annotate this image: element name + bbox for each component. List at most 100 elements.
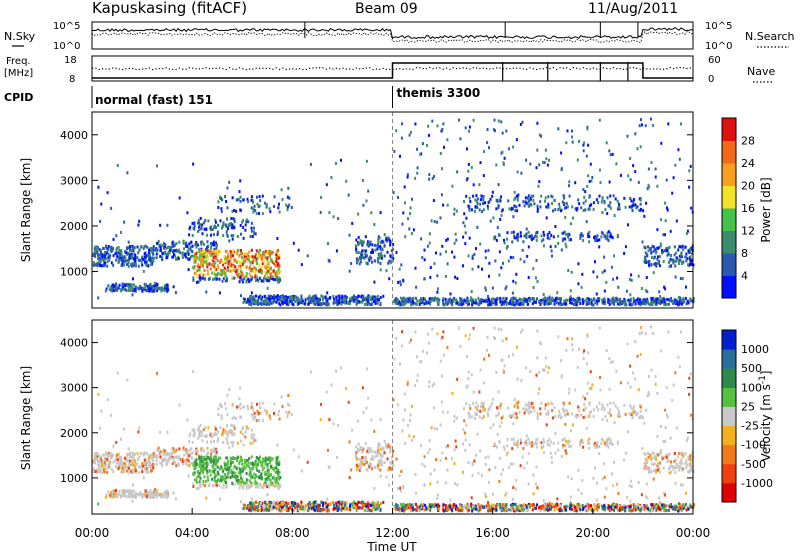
power-cell bbox=[259, 301, 261, 305]
power-cell bbox=[410, 303, 413, 307]
power-cell bbox=[505, 303, 508, 307]
velocity-cell bbox=[129, 495, 132, 499]
velocity-cell bbox=[333, 503, 336, 507]
power-cell bbox=[156, 241, 159, 245]
power-cell bbox=[563, 302, 565, 306]
velocity-cell bbox=[310, 507, 313, 511]
power-cell bbox=[487, 303, 490, 307]
power-cell bbox=[148, 284, 151, 288]
power-cell bbox=[245, 220, 248, 223]
power-cell bbox=[199, 223, 202, 227]
power-cell bbox=[604, 235, 607, 238]
nave-point bbox=[302, 68, 304, 71]
power-colorbar-cell-5 bbox=[722, 163, 736, 186]
power-cell bbox=[596, 239, 599, 243]
velocity-cell bbox=[230, 441, 233, 444]
power-cell bbox=[525, 158, 528, 162]
power-cell bbox=[309, 297, 312, 301]
nave-point bbox=[576, 67, 578, 69]
power-colorbar-cell-4 bbox=[722, 185, 736, 209]
power-cell bbox=[382, 240, 385, 244]
power-cell bbox=[355, 247, 358, 251]
power-cell bbox=[257, 298, 260, 302]
power-cell bbox=[161, 286, 163, 290]
power-cell bbox=[229, 255, 232, 259]
power-cell bbox=[236, 272, 239, 276]
velocity-cell bbox=[269, 474, 272, 477]
power-cell bbox=[537, 184, 540, 188]
power-cell bbox=[193, 227, 196, 231]
power-cell bbox=[587, 232, 590, 236]
power-cell bbox=[399, 280, 402, 284]
power-cell bbox=[602, 299, 605, 303]
velocity-cell bbox=[365, 504, 367, 508]
power-cell bbox=[610, 265, 613, 269]
power-cell bbox=[497, 206, 500, 210]
power-cell bbox=[420, 297, 422, 301]
power-cell bbox=[636, 147, 639, 151]
power-cell bbox=[570, 270, 573, 274]
velocity-cell bbox=[222, 477, 225, 481]
nave-point bbox=[382, 67, 384, 70]
power-cell bbox=[581, 272, 584, 276]
power-cell bbox=[499, 197, 502, 201]
velocity-cell bbox=[155, 459, 158, 463]
power-cell bbox=[248, 280, 251, 284]
velocity-cell bbox=[106, 466, 109, 470]
velocity-cell bbox=[101, 462, 104, 466]
power-cell bbox=[493, 118, 496, 122]
power-cell bbox=[625, 289, 628, 293]
freq-label-line1: Freq. bbox=[6, 56, 31, 67]
power-cell bbox=[242, 297, 245, 301]
power-cell bbox=[462, 264, 464, 268]
velocity-cell bbox=[200, 449, 203, 453]
power-cell bbox=[404, 301, 407, 305]
power-cell bbox=[536, 148, 539, 152]
power-cell bbox=[522, 200, 525, 204]
velocity-cell bbox=[143, 452, 146, 455]
velocity-cell bbox=[313, 505, 316, 509]
power-cell bbox=[465, 298, 468, 302]
power-cell bbox=[640, 207, 642, 211]
power-cell bbox=[230, 234, 233, 238]
power-cell bbox=[131, 244, 134, 248]
power-cell bbox=[606, 196, 609, 200]
power-cell bbox=[248, 272, 251, 276]
velocity-cell bbox=[374, 502, 377, 505]
power-cell bbox=[137, 264, 140, 268]
nave-point bbox=[602, 67, 605, 69]
power-cell bbox=[355, 244, 358, 248]
power-cell bbox=[301, 299, 304, 303]
power-cell bbox=[226, 186, 229, 190]
nave-point bbox=[258, 67, 261, 69]
velocity-cell bbox=[139, 452, 142, 456]
power-cell bbox=[499, 296, 502, 300]
power-cell bbox=[569, 238, 572, 242]
power-cell bbox=[506, 231, 509, 235]
power-cell bbox=[679, 277, 682, 280]
velocity-cell bbox=[267, 470, 270, 474]
power-cell bbox=[332, 301, 335, 305]
power-cell bbox=[262, 279, 265, 283]
power-cell bbox=[414, 176, 417, 180]
power-cell bbox=[280, 188, 283, 192]
velocity-cell bbox=[131, 468, 134, 472]
power-cell bbox=[232, 249, 235, 253]
power-cell bbox=[194, 253, 197, 257]
power-cell bbox=[309, 162, 312, 166]
velocity-cell bbox=[225, 456, 228, 460]
power-cell bbox=[257, 250, 260, 254]
velocity-cell bbox=[161, 492, 163, 496]
power-cell bbox=[221, 279, 224, 283]
velocity-cell bbox=[188, 449, 191, 452]
power-cell bbox=[589, 162, 592, 166]
power-cell bbox=[468, 129, 470, 133]
velocity-cell bbox=[131, 493, 134, 497]
power-cell bbox=[624, 299, 627, 303]
power-cell bbox=[268, 300, 271, 304]
power-cell bbox=[344, 294, 347, 298]
power-cell bbox=[607, 239, 610, 242]
velocity-cell bbox=[254, 439, 257, 443]
power-cell bbox=[659, 295, 661, 299]
power-cell bbox=[415, 302, 418, 306]
